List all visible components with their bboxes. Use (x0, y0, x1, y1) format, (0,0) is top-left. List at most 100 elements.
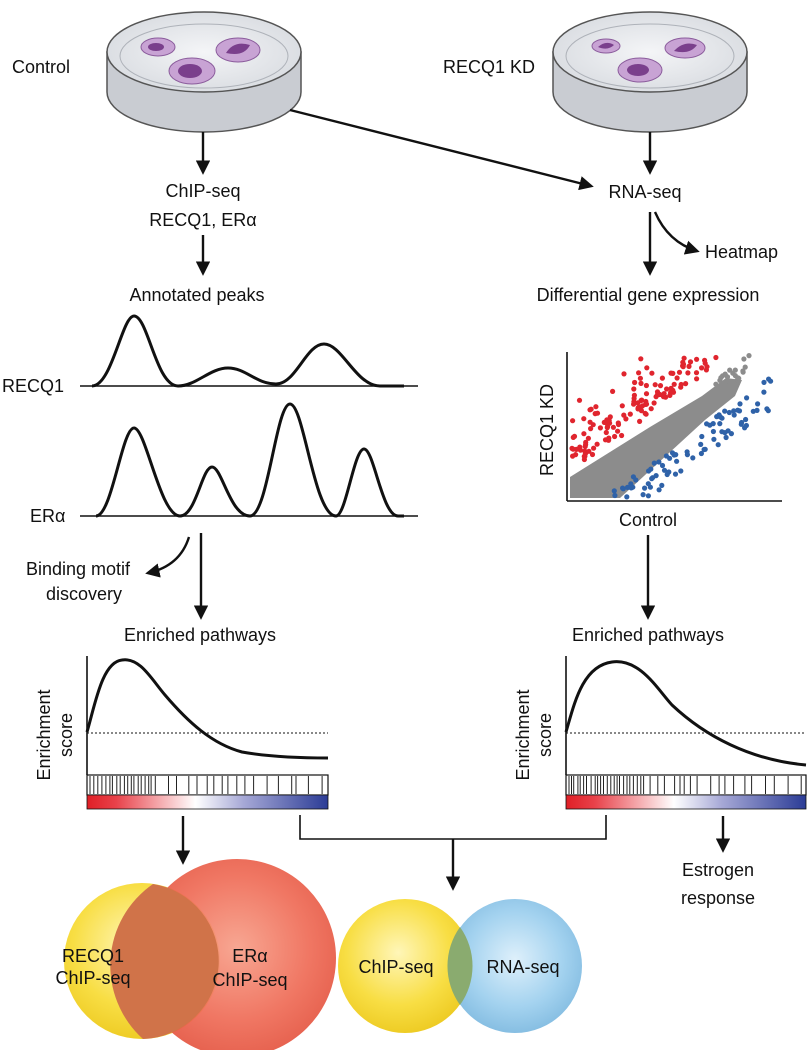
era-track-label: ERα (30, 506, 65, 526)
scatter-point (737, 401, 743, 407)
scatter-point (761, 389, 767, 395)
scatter-point (661, 467, 668, 473)
cell-icon (215, 37, 261, 63)
scatter-point (743, 422, 750, 429)
scatter-point (680, 361, 687, 367)
scatter-point (606, 435, 612, 441)
scatter-point (684, 452, 691, 458)
scatter-point (581, 431, 587, 437)
scatter-point (619, 403, 625, 409)
scatter-point (597, 425, 604, 431)
scatter-point (670, 370, 676, 376)
enrichment-axis-label-line1-right: Enrichment (513, 689, 533, 780)
scatter-point (619, 432, 625, 439)
venn-intersection (110, 884, 219, 1039)
scatter-plot (566, 352, 782, 502)
scatter-point (645, 493, 652, 499)
scatter-point (594, 441, 600, 447)
scatter-point (644, 365, 650, 371)
heatmap-label: Heatmap (705, 242, 778, 262)
scatter-point (661, 391, 667, 397)
rank-gradient-bar (86, 794, 329, 810)
scatter-point (674, 458, 680, 464)
scatter-point (698, 450, 705, 457)
scatter-point (610, 388, 616, 394)
scatter-point (588, 426, 594, 432)
scatter-point (652, 382, 658, 388)
venn-chipseq-rnaseq-overlap (338, 899, 582, 1033)
enrichment-curve (564, 660, 807, 767)
scatter-point (725, 428, 731, 434)
scatter-point (643, 391, 650, 397)
differential-expression-label: Differential gene expression (537, 285, 760, 305)
scatter-point (610, 424, 617, 430)
scatter-point (653, 473, 659, 479)
gsea-plot-left (85, 656, 329, 810)
scatter-point (713, 354, 719, 361)
scatter-point (719, 429, 725, 435)
scatter-point (606, 417, 612, 424)
scatter-point (588, 406, 594, 412)
scatter-point (637, 375, 644, 381)
scatter-point (765, 408, 771, 414)
scatter-point (659, 462, 666, 469)
scatter-point (621, 371, 627, 377)
scatter-point (639, 403, 646, 409)
scatter-point (615, 428, 621, 434)
scatter-point (603, 429, 609, 436)
scatter-point (648, 466, 654, 472)
scatter-point (711, 436, 717, 442)
scatter-point (678, 468, 684, 474)
venn2-right-label: RNA-seq (486, 957, 559, 977)
venn1-right-label-line1: ERα (232, 946, 267, 966)
scatter-point (645, 481, 651, 487)
scatter-point (668, 385, 674, 391)
scatter-point (766, 376, 772, 382)
motif-label-line2: discovery (46, 584, 122, 604)
scatter-point (740, 368, 746, 374)
scatter-point (656, 459, 662, 465)
scatter-point (744, 395, 750, 401)
scatter-point (638, 356, 644, 362)
scatter-point (710, 421, 716, 427)
enriched-pathways-left-label: Enriched pathways (124, 625, 276, 645)
scatter-point (615, 421, 622, 428)
scatter-point (741, 356, 747, 362)
scatter-point (701, 446, 707, 453)
scatter-point (731, 412, 737, 418)
scatter-point (699, 433, 705, 440)
scatter-point (651, 460, 657, 466)
scatter-point (636, 370, 642, 376)
scatter-point (735, 407, 741, 413)
scatter-point (642, 410, 648, 416)
scatter-point (683, 381, 689, 387)
scatter-point (628, 485, 634, 491)
scatter-point (738, 421, 744, 427)
scatter-point (746, 353, 752, 359)
scatter-point (718, 384, 725, 391)
scatter-point (761, 379, 767, 385)
venn-circle-rnaseq (448, 899, 582, 1033)
scatter-point (698, 441, 704, 447)
scatter-point (694, 376, 700, 382)
scatter-point (727, 381, 733, 387)
scatter-point (648, 406, 654, 412)
scatter-point (666, 469, 672, 475)
scatter-point (642, 485, 648, 491)
scatter-point (755, 401, 761, 407)
scatter-point (638, 408, 645, 414)
scatter-point (663, 453, 670, 459)
scatter-point (726, 409, 732, 416)
scatter-point (631, 386, 637, 392)
scatter-point (585, 435, 592, 441)
scatter-point (651, 400, 657, 406)
scatter-point (690, 455, 696, 461)
scatter-y-axis-label: RECQ1 KD (537, 384, 557, 476)
scatter-point (571, 433, 578, 439)
scatter-point (742, 364, 748, 370)
scatter-point (736, 375, 742, 381)
scatter-point (569, 445, 575, 451)
enriched-pathways-right-label: Enriched pathways (572, 625, 724, 645)
scatter-point (687, 359, 694, 365)
